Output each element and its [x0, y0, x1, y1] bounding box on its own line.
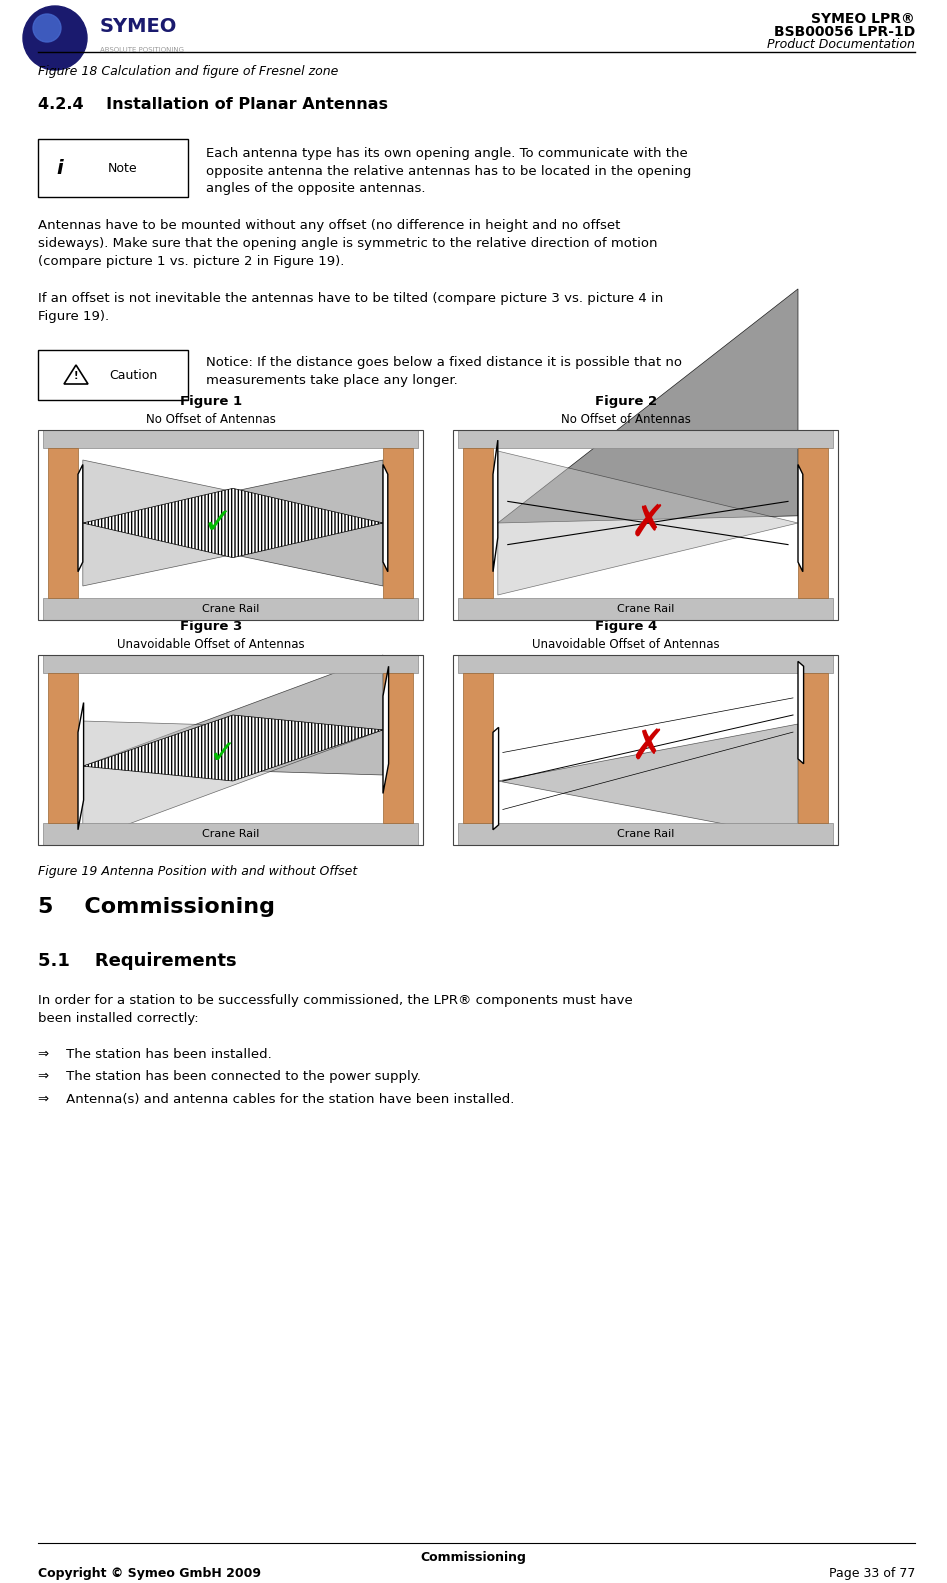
Bar	[458, 823, 833, 845]
Bar	[48, 448, 78, 598]
Text: been installed correctly:: been installed correctly:	[38, 1012, 199, 1024]
Text: ✓: ✓	[209, 736, 237, 769]
Bar	[43, 598, 418, 621]
Polygon shape	[82, 461, 383, 586]
Bar	[458, 431, 833, 448]
Bar	[798, 448, 828, 598]
Circle shape	[23, 6, 87, 70]
Bar	[43, 823, 418, 845]
Text: ⇒    Antenna(s) and antenna cables for the station have been installed.: ⇒ Antenna(s) and antenna cables for the …	[38, 1094, 514, 1107]
Bar	[38, 431, 423, 621]
Polygon shape	[82, 461, 383, 586]
Text: In order for a station to be successfully commissioned, the LPR® components must: In order for a station to be successfull…	[38, 994, 633, 1007]
Text: Crane Rail: Crane Rail	[202, 829, 259, 839]
Text: Crane Rail: Crane Rail	[616, 605, 674, 614]
Text: Commissioning: Commissioning	[420, 1551, 527, 1564]
Bar	[798, 673, 828, 823]
Bar	[48, 673, 78, 823]
Polygon shape	[82, 655, 383, 776]
Text: ⇒    The station has been connected to the power supply.: ⇒ The station has been connected to the …	[38, 1070, 420, 1083]
Text: No Offset of Antennas: No Offset of Antennas	[562, 413, 691, 426]
Polygon shape	[78, 703, 83, 829]
Text: Figure 3: Figure 3	[180, 621, 242, 633]
Text: Note: Note	[108, 161, 138, 174]
Bar	[453, 431, 838, 621]
Polygon shape	[64, 366, 88, 385]
Text: Crane Rail: Crane Rail	[202, 605, 259, 614]
Polygon shape	[493, 727, 499, 829]
Text: ⇒    The station has been installed.: ⇒ The station has been installed.	[38, 1048, 272, 1061]
Polygon shape	[493, 440, 498, 571]
Polygon shape	[82, 488, 383, 557]
Text: Figure 19).: Figure 19).	[38, 310, 109, 323]
Text: ABSOLUTE POSITIONING: ABSOLUTE POSITIONING	[100, 47, 184, 52]
Bar	[453, 431, 838, 621]
Bar	[453, 655, 838, 845]
Text: BSB00056 LPR-1D: BSB00056 LPR-1D	[774, 25, 915, 40]
Polygon shape	[383, 666, 388, 793]
Text: measurements take place any longer.: measurements take place any longer.	[206, 374, 457, 386]
Text: Figure 4: Figure 4	[595, 621, 657, 633]
Bar	[453, 655, 838, 845]
Text: Crane Rail: Crane Rail	[616, 829, 674, 839]
Bar	[43, 431, 418, 448]
Bar	[463, 448, 493, 598]
Text: Figure 2: Figure 2	[595, 396, 657, 408]
Polygon shape	[78, 464, 82, 571]
Polygon shape	[498, 723, 798, 837]
Bar	[463, 673, 493, 823]
Polygon shape	[82, 716, 383, 780]
Bar	[43, 655, 418, 673]
Text: (compare picture 1 vs. picture 2 in Figure 19).: (compare picture 1 vs. picture 2 in Figu…	[38, 255, 345, 268]
Text: Notice: If the distance goes below a fixed distance it is possible that no: Notice: If the distance goes below a fix…	[206, 356, 682, 369]
Text: opposite antenna the relative antennas has to be located in the opening: opposite antenna the relative antennas h…	[206, 165, 691, 177]
Bar	[458, 655, 833, 673]
Bar	[38, 655, 423, 845]
Text: 4.2.4    Installation of Planar Antennas: 4.2.4 Installation of Planar Antennas	[38, 97, 388, 112]
Text: SYMEO LPR®: SYMEO LPR®	[812, 13, 915, 25]
Text: 5    Commissioning: 5 Commissioning	[38, 898, 275, 917]
Polygon shape	[798, 662, 804, 763]
Bar	[383, 673, 413, 823]
Polygon shape	[82, 720, 383, 841]
Text: If an offset is not inevitable the antennas have to be tilted (compare picture 3: If an offset is not inevitable the anten…	[38, 293, 663, 306]
FancyBboxPatch shape	[38, 139, 188, 196]
Bar	[38, 431, 423, 621]
Text: Antennas have to be mounted without any offset (no difference in height and no o: Antennas have to be mounted without any …	[38, 218, 620, 233]
Polygon shape	[798, 464, 803, 571]
Text: Caution: Caution	[109, 369, 157, 382]
Text: ✗: ✗	[629, 502, 667, 545]
Text: !: !	[74, 370, 79, 382]
Text: ✗: ✗	[631, 727, 666, 769]
Text: No Offset of Antennas: No Offset of Antennas	[147, 413, 277, 426]
Polygon shape	[498, 451, 798, 595]
Text: ✓: ✓	[203, 507, 233, 540]
Text: Page 33 of 77: Page 33 of 77	[829, 1567, 915, 1580]
Polygon shape	[383, 464, 388, 571]
Text: sideways). Make sure that the opening angle is symmetric to the relative directi: sideways). Make sure that the opening an…	[38, 237, 657, 250]
Bar	[38, 655, 423, 845]
Polygon shape	[498, 290, 798, 522]
Text: Figure 19 Antenna Position with and without Offset: Figure 19 Antenna Position with and with…	[38, 864, 357, 879]
Text: Figure 1: Figure 1	[180, 396, 242, 408]
Bar	[458, 598, 833, 621]
Text: Unavoidable Offset of Antennas: Unavoidable Offset of Antennas	[117, 638, 305, 651]
Text: Each antenna type has its own opening angle. To communicate with the: Each antenna type has its own opening an…	[206, 147, 688, 160]
Text: SYMEO: SYMEO	[100, 16, 177, 35]
Text: 5.1    Requirements: 5.1 Requirements	[38, 951, 237, 970]
Circle shape	[33, 14, 61, 43]
Text: Product Documentation: Product Documentation	[767, 38, 915, 51]
FancyBboxPatch shape	[38, 350, 188, 400]
Text: i: i	[57, 158, 63, 177]
Bar	[383, 448, 413, 598]
Text: Copyright © Symeo GmbH 2009: Copyright © Symeo GmbH 2009	[38, 1567, 261, 1580]
Text: Figure 18 Calculation and figure of Fresnel zone: Figure 18 Calculation and figure of Fres…	[38, 65, 338, 78]
Text: angles of the opposite antennas.: angles of the opposite antennas.	[206, 182, 425, 195]
Text: Unavoidable Offset of Antennas: Unavoidable Offset of Antennas	[532, 638, 720, 651]
